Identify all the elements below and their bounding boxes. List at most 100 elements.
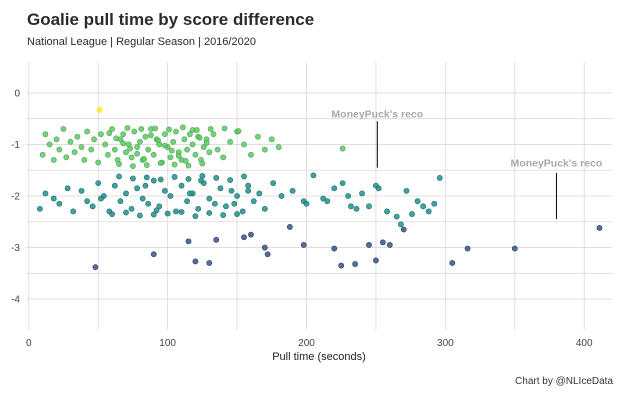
data-point xyxy=(155,137,161,144)
data-point xyxy=(185,162,192,169)
data-point xyxy=(105,151,111,158)
data-point xyxy=(278,193,285,199)
data-point xyxy=(157,160,164,166)
data-point xyxy=(195,205,202,212)
data-point xyxy=(134,144,140,150)
x-tick-label: 0 xyxy=(26,338,32,349)
data-point xyxy=(170,138,177,145)
data-point xyxy=(50,157,57,163)
data-point xyxy=(36,205,43,212)
data-point xyxy=(123,190,129,197)
data-point xyxy=(241,234,247,241)
data-point xyxy=(145,146,152,153)
data-point xyxy=(113,135,120,142)
data-point xyxy=(270,180,277,187)
data-point xyxy=(143,162,150,168)
data-point xyxy=(157,176,164,183)
x-tick-label: 200 xyxy=(298,338,315,349)
data-point xyxy=(596,225,603,231)
data-point xyxy=(167,193,174,199)
data-point xyxy=(42,190,49,197)
data-point xyxy=(375,185,382,192)
data-point xyxy=(173,208,179,215)
data-point xyxy=(217,185,224,192)
data-point xyxy=(248,151,254,158)
data-point xyxy=(220,154,227,161)
data-point xyxy=(206,195,213,202)
data-point xyxy=(228,187,235,194)
data-point xyxy=(379,239,386,246)
data-point xyxy=(164,210,171,217)
data-point xyxy=(130,163,136,170)
data-point xyxy=(95,159,102,166)
data-point xyxy=(245,182,252,189)
data-point xyxy=(53,136,60,143)
data-point xyxy=(168,147,175,154)
data-point xyxy=(39,151,46,158)
data-point xyxy=(436,175,443,181)
data-point xyxy=(109,211,115,217)
data-point xyxy=(78,187,85,194)
data-point xyxy=(231,200,238,207)
data-point xyxy=(138,126,145,132)
data-point xyxy=(111,182,118,189)
data-point xyxy=(184,146,190,153)
data-point xyxy=(161,187,168,194)
data-point xyxy=(123,149,129,156)
data-point xyxy=(166,126,172,133)
y-tick-label: -3 xyxy=(11,243,20,254)
data-point xyxy=(98,131,104,138)
data-point xyxy=(310,172,317,179)
data-point xyxy=(239,208,246,215)
data-point xyxy=(178,182,185,189)
data-point xyxy=(192,151,199,158)
data-point xyxy=(261,244,268,251)
data-point xyxy=(127,145,134,152)
data-point xyxy=(60,126,67,132)
chart-caption: Chart by @NLIceData xyxy=(515,376,613,387)
data-point xyxy=(116,173,122,180)
data-point xyxy=(193,127,200,133)
data-point xyxy=(331,185,338,192)
data-point xyxy=(181,136,188,143)
data-point xyxy=(198,177,204,184)
data-point xyxy=(81,157,88,163)
data-point xyxy=(171,174,178,180)
data-point xyxy=(366,242,372,248)
data-point xyxy=(210,131,217,138)
data-point xyxy=(206,260,213,266)
data-point xyxy=(128,154,135,161)
data-point xyxy=(95,180,102,187)
data-point xyxy=(400,226,407,233)
data-point xyxy=(161,142,168,149)
data-point xyxy=(264,251,271,258)
data-point xyxy=(203,140,210,146)
annotations: MoneyPuck's reco MoneyPuck's reco xyxy=(331,109,602,220)
data-point xyxy=(116,161,122,167)
data-point xyxy=(373,257,379,264)
data-point xyxy=(320,195,327,202)
data-point xyxy=(111,146,118,153)
data-point xyxy=(139,195,146,202)
data-point xyxy=(300,242,307,248)
x-tick-label: 100 xyxy=(159,338,176,349)
y-tick-label: 0 xyxy=(14,88,20,99)
data-point xyxy=(173,128,179,135)
data-point xyxy=(398,221,404,228)
data-point xyxy=(339,180,346,187)
data-point xyxy=(339,145,346,152)
y-tick-label: -1 xyxy=(11,140,20,151)
data-point xyxy=(152,125,159,132)
gridlines xyxy=(26,62,612,330)
data-point xyxy=(56,146,63,153)
data-point xyxy=(241,141,247,148)
data-point xyxy=(223,203,229,210)
axis-ticks: 0 100 200 300 400 0 -1 -2 -3 -4 xyxy=(11,88,593,349)
data-point xyxy=(345,193,352,199)
data-point xyxy=(150,211,157,218)
data-point xyxy=(248,231,254,238)
data-point xyxy=(42,131,49,138)
data-point xyxy=(200,144,207,150)
data-point xyxy=(128,205,135,212)
